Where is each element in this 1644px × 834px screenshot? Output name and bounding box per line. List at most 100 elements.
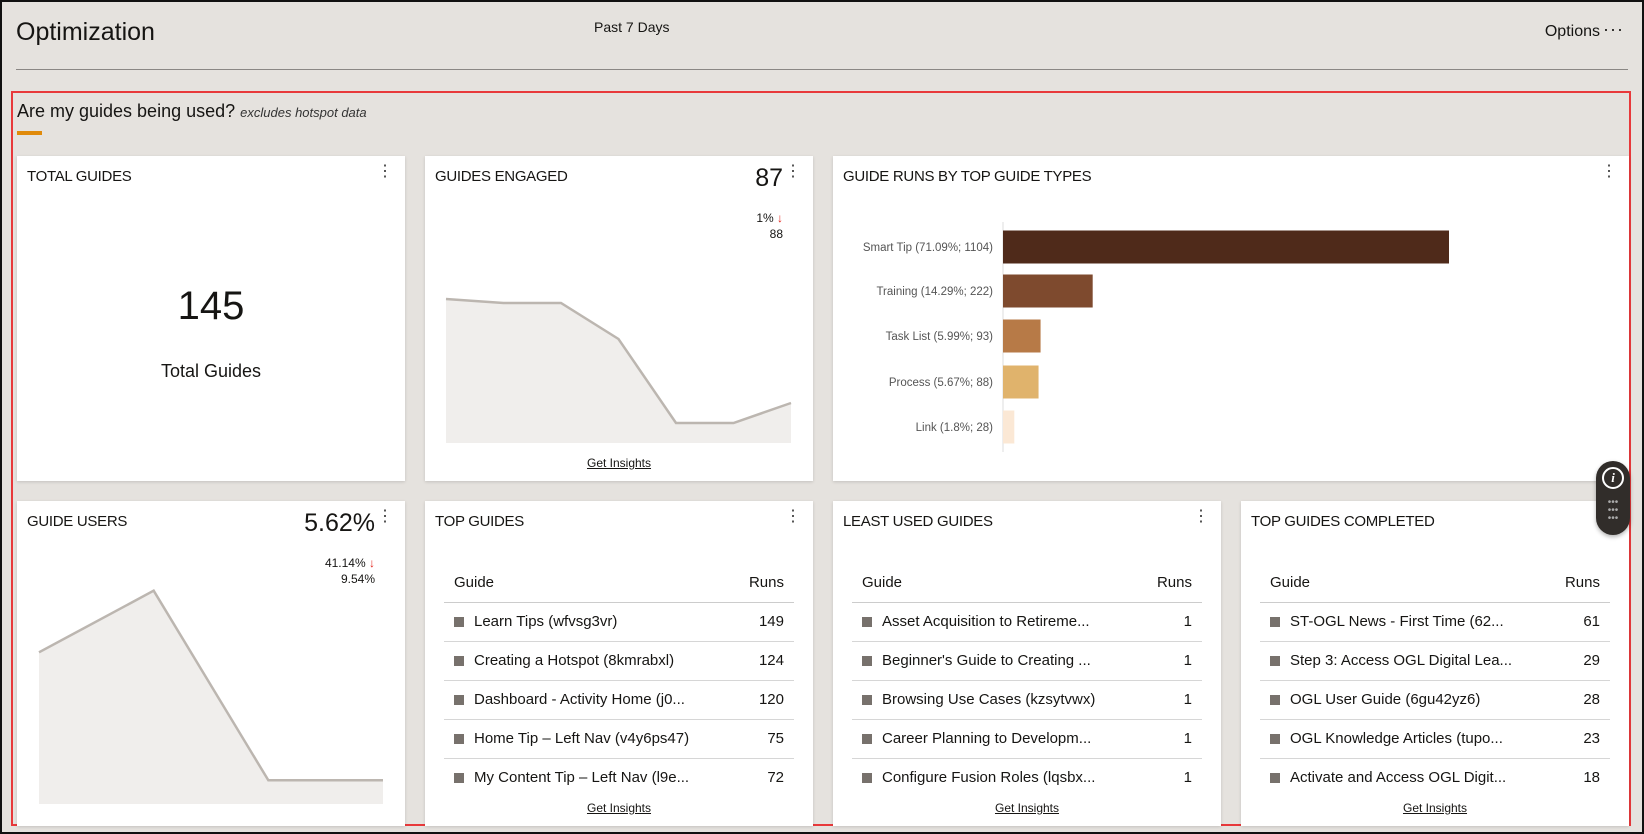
legend-square-icon [862, 695, 872, 705]
table-row[interactable]: Browsing Use Cases (kzsytvwx) 1 [852, 680, 1202, 720]
guides-engaged-card: GUIDES ENGAGED 87 ⋮ 1% ↓ 88 Get Insights [425, 156, 813, 481]
guide-name[interactable]: Dashboard - Activity Home (j0... [474, 691, 685, 708]
table-row[interactable]: Learn Tips (wfvsg3vr) 149 [444, 602, 794, 642]
options-button[interactable]: Options [1544, 23, 1600, 40]
legend-square-icon [1270, 734, 1280, 744]
guide-cell[interactable]: Step 3: Access OGL Digital Lea... [1260, 641, 1550, 681]
kebab-menu-icon[interactable]: ⋮ [377, 163, 393, 180]
runs-cell: 1 [1139, 602, 1202, 642]
drag-handle-icon[interactable]: ••• ••• ••• [1607, 497, 1619, 524]
guide-name[interactable]: Browsing Use Cases (kzsytvwx) [882, 691, 1096, 708]
section-note: excludes hotspot data [240, 105, 367, 120]
get-insights-link[interactable]: Get Insights [586, 456, 652, 470]
guide-name[interactable]: Configure Fusion Roles (lqsbx... [882, 769, 1096, 787]
least-used-guides-card: LEAST USED GUIDES ⋮ Guide Runs Asset Acquisi… [833, 501, 1221, 826]
divider [16, 69, 1628, 70]
info-icon[interactable]: i [1602, 467, 1624, 489]
top-guides-completed-card: TOP GUIDES COMPLETED Guide Runs ST-OGL News… [1241, 501, 1629, 826]
change-percent: 41.14% [324, 556, 366, 570]
guide-cell[interactable]: Beginner's Guide to Creating ... [852, 641, 1140, 681]
guide-name[interactable]: My Content Tip – Left Nav (l9e... [474, 769, 690, 787]
guide-cell[interactable]: Learn Tips (wfvsg3vr) [444, 602, 732, 642]
section-accent-bar [17, 131, 42, 135]
guide-cell[interactable]: Asset Acquisition to Retireme... [852, 602, 1140, 642]
bar-2 [1003, 319, 1041, 353]
table-row[interactable]: Step 3: Access OGL Digital Lea... 29 [1260, 641, 1610, 681]
runs-cell: 1 [1139, 719, 1202, 759]
bar-label: Link (1.8%; 28) [916, 422, 994, 434]
table-row[interactable]: Configure Fusion Roles (lqsbx... 1 [852, 758, 1202, 797]
table-row[interactable]: Activate and Access OGL Digit... 18 [1260, 758, 1610, 797]
guide-cell[interactable]: OGL Knowledge Articles (tupo... [1260, 719, 1550, 759]
table-row[interactable]: Home Tip – Left Nav (v4y6ps47) 75 [444, 719, 794, 759]
guide-cell[interactable]: Configure Fusion Roles (lqsbx... [852, 758, 1140, 797]
guide-cell[interactable]: Home Tip – Left Nav (v4y6ps47) [444, 719, 732, 759]
legend-square-icon [862, 617, 872, 627]
help-widget[interactable]: i ••• ••• ••• [1596, 461, 1630, 535]
guide-cell[interactable]: ST-OGL News - First Time (62... [1260, 602, 1550, 642]
legend-square-icon [1270, 695, 1280, 705]
guide-cell[interactable]: Activate and Access OGL Digit... [1260, 758, 1549, 797]
guide-cell[interactable]: Dashboard - Activity Home (j0... [444, 680, 732, 720]
get-insights-link[interactable]: Get Insights [994, 801, 1060, 815]
bar-chart: Smart Tip (71.09%; 1104) Training (14.29%… [863, 222, 1449, 452]
highlight-box [11, 91, 1631, 826]
get-insights-link[interactable]: Get Insights [586, 801, 652, 815]
guide-cell[interactable]: My Content Tip – Left Nav (l9e... [444, 758, 732, 797]
guide-name[interactable]: OGL User Guide (6gu42yz6) [1290, 691, 1481, 708]
get-insights-link[interactable]: Get Insights [1402, 801, 1468, 815]
legend-square-icon [1270, 773, 1280, 784]
kebab-menu-icon[interactable]: ⋮ [785, 163, 801, 180]
guide-cell[interactable]: Career Planning to Developm... [852, 719, 1140, 759]
guide-name[interactable]: Career Planning to Developm... [882, 730, 1092, 747]
table-row[interactable]: Beginner's Guide to Creating ... 1 [852, 641, 1202, 681]
runs-cell: 149 [731, 602, 794, 642]
guide-cell[interactable]: Creating a Hotspot (8kmrabxl) [444, 641, 732, 681]
bar-label: Training (14.29%; 222) [876, 286, 993, 298]
guide-name[interactable]: Creating a Hotspot (8kmrabxl) [474, 652, 675, 669]
more-icon[interactable]: ··· [1603, 19, 1624, 39]
guide-name[interactable]: Step 3: Access OGL Digital Lea... [1290, 652, 1513, 669]
section-question: Are my guides being used? [17, 101, 236, 121]
table-row[interactable]: OGL User Guide (6gu42yz6) 28 [1260, 680, 1610, 720]
table-row[interactable]: Dashboard - Activity Home (j0... 120 [444, 680, 794, 720]
table-row[interactable]: OGL Knowledge Articles (tupo... 23 [1260, 719, 1610, 759]
guide-name[interactable]: Beginner's Guide to Creating ... [882, 652, 1091, 669]
table-row[interactable]: My Content Tip – Left Nav (l9e... 72 [444, 758, 794, 797]
change-indicator: 1% ↓ 88 [756, 210, 783, 242]
guide-name[interactable]: Learn Tips (wfvsg3vr) [474, 613, 618, 630]
guide-cell[interactable]: Browsing Use Cases (kzsytvwx) [852, 680, 1140, 720]
legend-square-icon [454, 617, 464, 627]
date-range[interactable]: Past 7 Days [594, 19, 670, 35]
table-row[interactable]: Asset Acquisition to Retireme... 1 [852, 602, 1202, 642]
table-row[interactable]: ST-OGL News - First Time (62... 61 [1260, 602, 1610, 642]
sparkline-area [39, 590, 383, 804]
guide-name[interactable]: Home Tip – Left Nav (v4y6ps47) [474, 730, 690, 747]
table-header: Guide Runs [444, 563, 794, 603]
previous-value: 9.54% [340, 572, 375, 586]
table-row[interactable]: Career Planning to Developm... 1 [852, 719, 1202, 759]
guide-cell[interactable]: OGL User Guide (6gu42yz6) [1260, 680, 1550, 720]
page-title: Optimization [16, 18, 155, 46]
sparkline-line [38, 589, 383, 782]
section-title: Are my guides being used? excludes hotsp… [17, 101, 367, 122]
card-title: GUIDE USERS [27, 513, 128, 530]
guide-name[interactable]: OGL Knowledge Articles (tupo... [1290, 730, 1503, 747]
kebab-menu-icon[interactable]: ⋮ [1193, 508, 1209, 525]
guide-name[interactable]: Activate and Access OGL Digit... [1290, 769, 1507, 787]
kebab-menu-icon[interactable]: ⋮ [377, 508, 393, 525]
legend-square-icon [454, 773, 464, 784]
runs-cell: 1 [1139, 680, 1202, 720]
card-title: GUIDE RUNS BY TOP GUIDE TYPES [843, 168, 1092, 185]
kebab-menu-icon[interactable]: ⋮ [1601, 163, 1617, 180]
guides-engaged-sparkline [445, 297, 792, 443]
table-row[interactable]: Creating a Hotspot (8kmrabxl) 124 [444, 641, 794, 681]
sparkline-area [446, 299, 791, 443]
guide-name[interactable]: Asset Acquisition to Retireme... [882, 613, 1090, 630]
guide-name[interactable]: ST-OGL News - First Time (62... [1290, 613, 1504, 630]
runs-cell: 1 [1139, 641, 1202, 681]
total-guides-card: TOTAL GUIDES ⋮ 145 Total Guides [17, 156, 405, 481]
bar-3 [1003, 365, 1039, 399]
guides-table: Guide Runs Asset Acquisition to Retireme..… [852, 563, 1202, 797]
kebab-menu-icon[interactable]: ⋮ [785, 508, 801, 525]
